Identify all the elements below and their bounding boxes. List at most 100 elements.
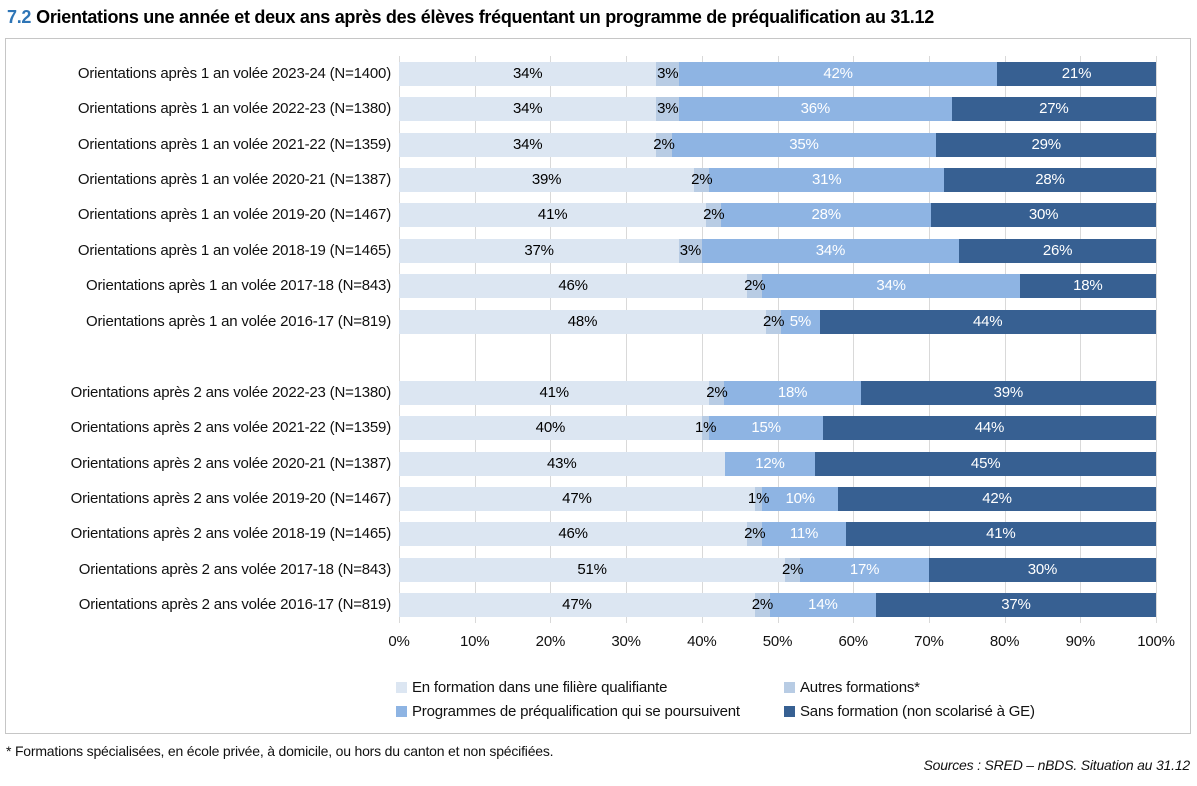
- bar-segment-3: 17%: [800, 557, 929, 582]
- bar-segment-label: 34%: [815, 241, 846, 259]
- bar-segment-label: 47%: [562, 596, 592, 614]
- bar-segment-2: 3%: [679, 238, 702, 263]
- bar-row: Orientations après 1 an volée 2017-18 (N…: [86, 274, 1156, 299]
- bar-segment-4: 44%: [822, 416, 1156, 441]
- stacked-bar: 46% 2% 11% 41%: [399, 522, 1156, 547]
- bar-segment-label: 14%: [808, 596, 838, 614]
- figure-number: 7.2: [7, 7, 32, 27]
- bar-row: Orientations après 2 ans volée 2021-22 (…: [71, 416, 1156, 441]
- bar-segment-1: 39%: [399, 168, 695, 193]
- bar-row: Orientations après 1 an volée 2016-17 (N…: [86, 309, 1156, 334]
- legend-item: Sans formation (non scolarisé à GE): [784, 703, 1035, 720]
- bar-segment-4: 30%: [928, 557, 1156, 582]
- bar-row: Orientations après 2 ans volée 2020-21 (…: [71, 451, 1156, 476]
- category-label: Orientations après 1 an volée 2016-17 (N…: [86, 312, 391, 330]
- bar-segment-2: 3%: [656, 97, 680, 122]
- bar-row: Orientations après 1 an volée 2019-20 (N…: [78, 203, 1156, 228]
- category-label: Orientations après 2 ans volée 2020-21 (…: [70, 454, 392, 472]
- bar-segment-4: 26%: [959, 238, 1156, 263]
- category-label: Orientations après 2 ans volée 2021-22 (…: [70, 419, 392, 437]
- bar-segment-label: 36%: [800, 100, 831, 118]
- stacked-bar: 34% 2% 35% 29%: [399, 132, 1156, 157]
- bar-segment-label: 12%: [755, 454, 785, 472]
- bar-row: Orientations après 2 ans volée 2016-17 (…: [79, 593, 1156, 618]
- bar-segment-label: 5%: [789, 312, 812, 330]
- gridline: [399, 56, 400, 623]
- bar-segment-2: 2%: [653, 132, 675, 157]
- legend-swatch: [784, 682, 795, 693]
- legend-item: Programmes de préqualification qui se po…: [396, 703, 740, 720]
- bar-segment-1: 41%: [399, 203, 707, 228]
- bar-segment-3: 18%: [724, 380, 861, 405]
- bar-segment-3: 35%: [671, 132, 937, 157]
- gridline: [1004, 56, 1006, 623]
- bar-segment-4: 45%: [815, 451, 1156, 476]
- x-axis-tick-label: 60%: [838, 633, 868, 650]
- bar-segment-label: 30%: [1027, 560, 1058, 578]
- bar-segment-3: 34%: [701, 238, 960, 263]
- bar-segment-label: 39%: [531, 171, 562, 189]
- bar-segment-4: 30%: [931, 203, 1156, 228]
- bar-segment-1: 47%: [399, 593, 755, 618]
- bar-segment-1: 46%: [399, 274, 748, 299]
- stacked-bar: 51% 2% 17% 30%: [399, 557, 1156, 582]
- bar-segment-4: 44%: [819, 309, 1156, 334]
- bar-segment-label: 28%: [1035, 171, 1065, 189]
- gridline: [853, 56, 855, 623]
- bar-segment-1: 34%: [399, 97, 657, 122]
- bar-segment-4: 27%: [951, 97, 1156, 122]
- bar-segment-label: 46%: [558, 277, 588, 295]
- bar-segment-3: 42%: [679, 61, 998, 86]
- category-label: Orientations après 2 ans volée 2022-23 (…: [70, 383, 392, 401]
- stacked-bar: 34% 3% 42% 21%: [399, 61, 1156, 86]
- stacked-bar: 48% 2% 5% 44%: [399, 309, 1156, 334]
- figure-title: 7.2 Orientations une année et deux ans ap…: [7, 7, 934, 28]
- bar-segment-2: 2%: [706, 380, 728, 405]
- bar-row: Orientations après 1 an volée 2018-19 (N…: [78, 238, 1156, 263]
- bar-segment-3: 10%: [762, 487, 839, 511]
- bar-segment-label: 28%: [811, 206, 841, 224]
- bar-segment-1: 41%: [399, 380, 710, 405]
- bar-segment-label: 43%: [547, 454, 577, 472]
- bar-segment-2: 2%: [703, 203, 725, 228]
- stacked-bar: 34% 3% 36% 27%: [399, 97, 1156, 122]
- bar-segment-2: 1%: [695, 416, 716, 441]
- bar-segment-2: 2%: [744, 522, 766, 547]
- bar-segment-label: 34%: [512, 64, 543, 82]
- bar-segment-label: 41%: [986, 525, 1016, 543]
- stacked-bar: 41% 2% 18% 39%: [399, 380, 1156, 405]
- bar-segment-label: 11%: [789, 525, 819, 543]
- legend-label: En formation dans une filière qualifiant…: [412, 679, 668, 696]
- bar-row: Orientations après 1 an volée 2020-21 (N…: [78, 168, 1156, 193]
- category-label: Orientations après 2 ans volée 2017-18 (…: [78, 560, 391, 578]
- bar-segment-4: 18%: [1019, 274, 1156, 299]
- category-label: Orientations après 1 an volée 2021-22 (N…: [77, 135, 391, 153]
- bar-segment-1: 43%: [399, 451, 725, 476]
- bar-segment-3: 34%: [762, 274, 1020, 299]
- bar-segment-3: 12%: [724, 451, 816, 476]
- x-axis-tick-label: 70%: [914, 633, 944, 650]
- bar-segment-label: 10%: [785, 490, 815, 507]
- legend-label: Sans formation (non scolarisé à GE): [800, 703, 1035, 720]
- bar-segment-label: 41%: [537, 206, 568, 224]
- bar-segment-2: 2%: [744, 274, 766, 299]
- bar-segment-4: 37%: [875, 593, 1156, 618]
- x-axis-tick-label: 50%: [762, 633, 793, 650]
- x-axis-tick-label: 0%: [388, 633, 410, 650]
- gridline: [928, 56, 930, 623]
- category-label: Orientations après 1 an volée 2020-21 (N…: [77, 171, 391, 189]
- bar-segment-label: 27%: [1039, 100, 1069, 118]
- bar-segment-label: 31%: [811, 171, 842, 189]
- bar-row: Orientations après 2 ans volée 2019-20 (…: [71, 487, 1156, 511]
- gridline: [1156, 56, 1157, 623]
- bar-segment-3: 31%: [709, 168, 944, 193]
- bar-segment-1: 34%: [399, 132, 657, 157]
- bar-segment-label: 15%: [751, 419, 781, 437]
- gridline: [550, 56, 552, 623]
- chart-frame: Orientations après 1 an volée 2023-24 (N…: [5, 38, 1191, 734]
- bar-row: Orientations après 2 ans volée 2022-23 (…: [71, 380, 1156, 405]
- stacked-bar: 40% 1% 15% 44%: [399, 416, 1156, 441]
- source-note: Sources : SRED – nBDS. Situation au 31.1…: [923, 757, 1190, 773]
- bar-row: Orientations après 2 ans volée 2017-18 (…: [79, 557, 1156, 582]
